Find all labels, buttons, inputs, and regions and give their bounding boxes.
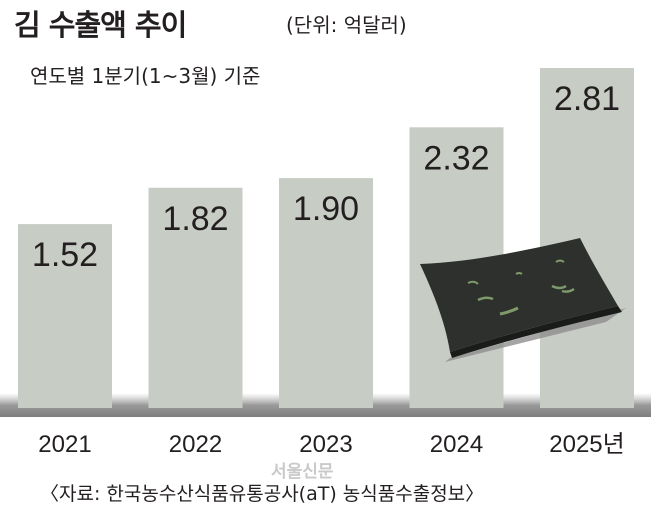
bar-value-label: 1.90 [293, 190, 359, 228]
bar-2022 [148, 187, 243, 408]
chart-subtitle: 연도별 1분기(1~3월) 기준 [30, 64, 261, 88]
watermark: 서울신문 [271, 462, 334, 482]
x-tick-label: 2024 [430, 431, 483, 458]
unit-label: (단위: 억달러) [286, 13, 407, 37]
x-tick-label: 2021 [38, 431, 91, 458]
bar-2025년 [540, 68, 634, 408]
x-tick-label: 2022 [169, 431, 222, 458]
bar-value-label: 2.81 [554, 80, 620, 118]
bar-value-label: 1.82 [162, 200, 228, 238]
source-note: 〈자료: 한국농수산식품유통공사(aT) 농식품수출정보〉 [40, 483, 485, 505]
bar-2021 [18, 224, 112, 408]
seaweed-sheet-illustration [420, 238, 626, 362]
chart-title: 김 수출액 추이 [14, 8, 187, 42]
x-tick-label: 2025년 [549, 431, 624, 458]
x-tick-label: 2023 [299, 431, 352, 458]
bar-2023 [279, 178, 373, 408]
bar-value-label: 2.32 [423, 139, 489, 177]
bar-value-label: 1.52 [32, 236, 98, 274]
